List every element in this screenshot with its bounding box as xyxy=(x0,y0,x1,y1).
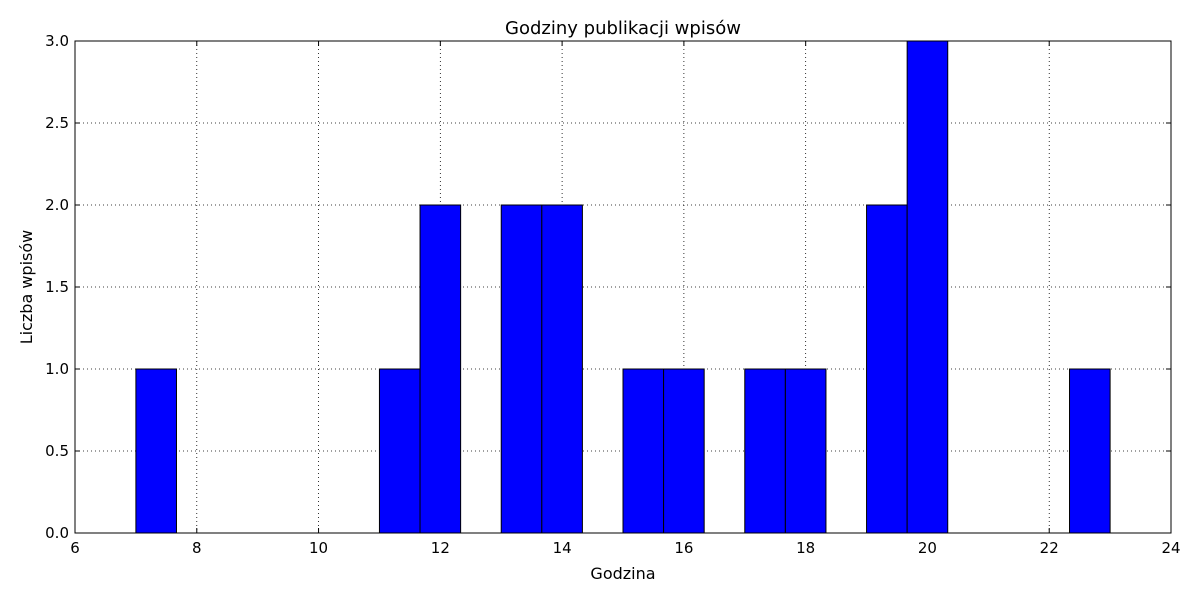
x-tick-label: 10 xyxy=(309,539,328,557)
bar xyxy=(784,368,827,534)
bar xyxy=(378,368,421,534)
plot-frame xyxy=(74,40,1172,534)
bar xyxy=(866,204,908,534)
x-tick-label: 6 xyxy=(70,539,80,557)
x-tick-label: 12 xyxy=(431,539,450,557)
bar xyxy=(1069,368,1111,534)
x-tick-label: 16 xyxy=(674,539,693,557)
y-tick-label: 1.0 xyxy=(45,360,69,378)
chart-title: Godziny publikacji wpisów xyxy=(505,18,741,39)
y-tick-label: 1.5 xyxy=(45,278,69,296)
bar xyxy=(906,40,949,534)
y-tick-label: 2.0 xyxy=(45,196,69,214)
x-tick-label: 14 xyxy=(553,539,572,557)
x-tick-label: 24 xyxy=(1161,539,1180,557)
y-tick-label: 2.5 xyxy=(45,114,69,132)
bar xyxy=(541,204,583,534)
y-tick-label: 0.0 xyxy=(45,524,69,542)
bar xyxy=(663,368,705,534)
x-tick-label: 18 xyxy=(796,539,815,557)
bar xyxy=(500,204,543,534)
y-tick-label: 0.5 xyxy=(45,442,69,460)
bar xyxy=(419,204,462,534)
bar xyxy=(744,368,786,534)
x-tick-label: 20 xyxy=(918,539,937,557)
x-tick-label: 8 xyxy=(192,539,202,557)
bar xyxy=(622,368,665,534)
x-axis-label: Godzina xyxy=(590,564,655,583)
y-axis-label: Liczba wpisów xyxy=(17,230,36,345)
bar xyxy=(135,368,177,534)
x-tick-label: 22 xyxy=(1040,539,1059,557)
y-tick-label: 3.0 xyxy=(45,32,69,50)
